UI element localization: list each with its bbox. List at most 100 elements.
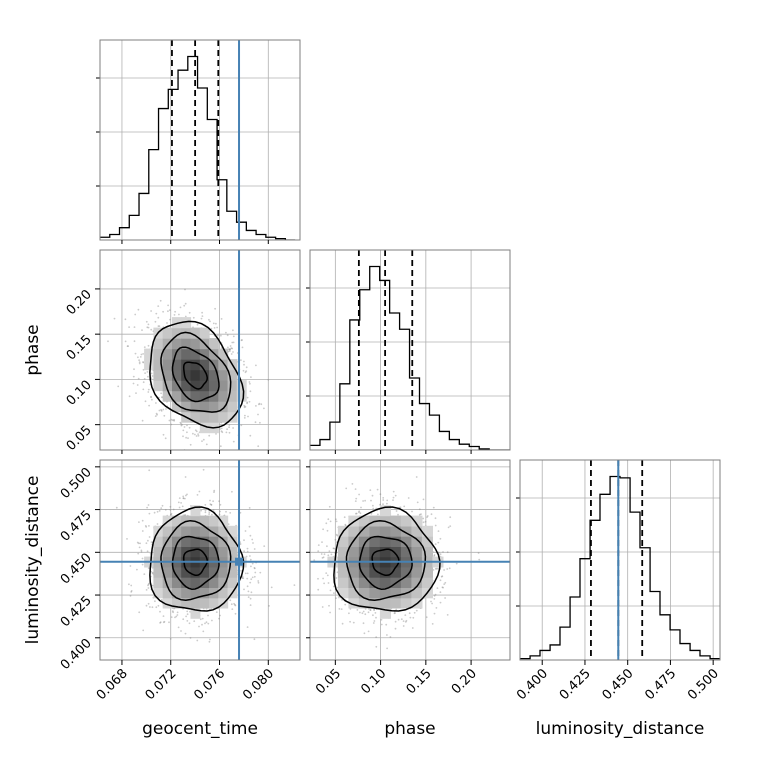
scatter-point [142,629,145,632]
scatter-point [148,536,151,538]
scatter-point [397,513,399,516]
scatter-point [372,614,374,617]
scatter-point [146,506,149,509]
scatter-point [434,568,437,570]
scatter-point [148,404,151,407]
hist-bar-phase [310,265,510,450]
scatter-point [375,645,378,648]
scatter-point [213,491,215,493]
density-cell [199,401,210,413]
scatter-point [248,381,251,383]
scatter-point [205,621,208,624]
scatter-point [232,329,234,332]
scatter-point [217,334,219,337]
density-cell [199,536,210,547]
density-cell [153,546,164,558]
scatter-point [142,368,145,371]
scatter-point [252,542,254,544]
scatter-point [180,502,183,504]
scatter-point [431,623,434,625]
density-cell [227,401,238,413]
scatter-point [229,348,231,351]
scatter-point [204,509,207,512]
scatter-point [182,618,185,621]
scatter-point [157,305,160,307]
scatter-point [335,520,338,523]
scatter-point [399,506,402,509]
scatter-point [402,625,405,627]
scatter-point [158,510,161,512]
density-cell [181,348,192,360]
scatter-point [147,391,150,393]
scatter-point [409,616,412,619]
density-cell [153,369,164,381]
density-cell [162,525,173,537]
scatter-point [196,639,199,642]
scatter-point [408,612,411,615]
hist-panel-geocent_time [100,40,300,240]
scatter-point [379,503,381,506]
scatter-point [147,323,150,326]
scatter-point [228,348,230,350]
scatter-point [117,385,120,388]
scatter-point [382,503,384,506]
scatter-point [329,589,332,592]
scatter-point [136,541,139,544]
scatter-point [141,563,144,566]
scatter-point [182,497,185,500]
density-cell [190,536,201,547]
scatter-point [243,406,246,409]
scatter-point [211,513,213,516]
scatter-point [402,620,405,622]
density-cell [209,536,219,547]
density-cell [181,317,192,329]
scatter-point [150,310,153,312]
contour-line-2 [160,331,232,413]
scatter-point [255,364,257,367]
scatter-point [174,616,176,619]
density-cell [153,338,164,350]
scatter-point [439,553,442,556]
scatter-point [124,340,127,343]
scatter-point [228,350,231,353]
scatter-point [130,590,133,592]
scatter-point [219,445,222,448]
scatter-point [249,434,252,437]
scatter-point [186,431,188,434]
scatter-point [335,597,337,600]
scatter-point [393,612,396,615]
density-cell [227,577,238,588]
density-cell [190,380,201,392]
scatter-point [232,335,235,338]
scatter-point [219,510,222,513]
scatter-point [144,525,147,527]
scatter-point [246,402,249,405]
scatter-point [137,308,140,311]
scatter-point [134,352,137,355]
scatter-point [249,604,252,606]
scatter-point [246,626,249,628]
density-cell [227,390,238,402]
scatter-point [194,433,196,436]
density-cell [172,348,182,360]
scatter-point [166,322,168,324]
scatter-point [151,398,153,401]
scatter-point [107,340,109,343]
density-cell [236,390,247,402]
density-cell [172,369,182,381]
scatter-point [249,581,252,584]
scatter-point [172,508,175,511]
scatter-point [242,577,245,580]
scatter-point [433,554,436,556]
density-cell [190,369,201,381]
scatter-point [317,577,319,580]
density-cell [199,597,210,609]
scatter-point [293,584,296,586]
scatter-point [355,512,357,515]
scatter-point [189,610,191,613]
scatter-point [385,623,388,626]
scatter-point [205,443,208,446]
scatter-point [143,346,146,348]
scatter-point [439,537,442,540]
scatter-point [234,612,237,615]
